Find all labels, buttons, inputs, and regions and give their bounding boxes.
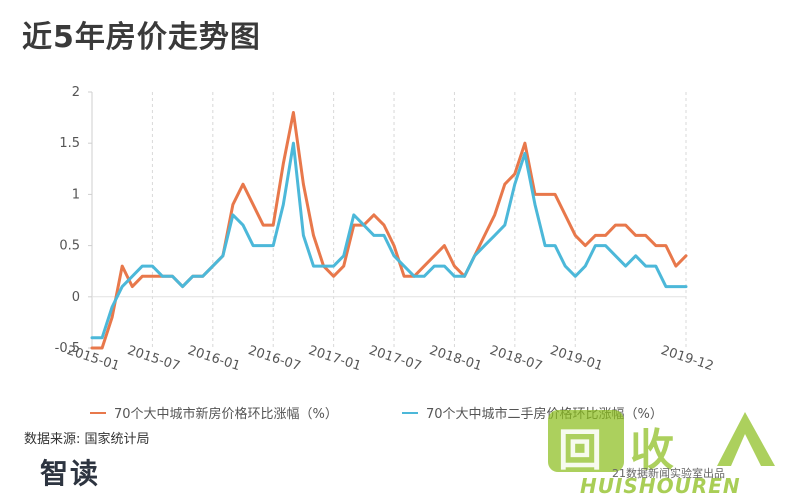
- legend-label-second-hand: 70个大中城市二手房价格环比涨幅（%）: [426, 407, 663, 422]
- legend-swatch-second-hand: [402, 411, 418, 414]
- x-tick-label: 2017-01: [307, 343, 363, 374]
- watermark-cn-1: 回: [558, 425, 602, 476]
- legend-item-new-house: 70个大中城市新房价格环比涨幅（%）: [90, 403, 338, 422]
- chart-title: 近5年房价走势图: [22, 20, 261, 55]
- watermark-peak-icon: [717, 412, 775, 466]
- x-tick-label: 2015-07: [125, 343, 181, 374]
- line-chart: -0.5 0 0.5 1 1.5 2 2015-01 2015-07 2016-01 2016-…: [55, 85, 716, 374]
- x-axis-ticks: 2015-01 2015-07 2016-01 2016-07 2017-01 2017-…: [65, 343, 715, 374]
- watermark-cn-2: 收: [630, 425, 674, 476]
- y-axis-ticks: -0.5 0 0.5 1 1.5 2: [55, 85, 92, 356]
- data-source: 数据来源: 国家统计局: [24, 432, 150, 447]
- x-tick-label: 2017-07: [367, 343, 423, 374]
- y-tick-label: 0: [72, 290, 80, 305]
- series-line-0: [90, 111, 688, 350]
- y-tick-label: -0.5: [55, 341, 80, 356]
- chart-axes: [91, 92, 686, 348]
- y-tick-label: 1.5: [59, 136, 80, 151]
- x-tick-label: 2016-01: [186, 343, 242, 374]
- legend-swatch-new-house: [90, 411, 106, 414]
- y-tick-label: 1: [72, 187, 80, 202]
- brand-logo: 智读: [40, 457, 101, 490]
- watermark-en: HUISHOUREN: [580, 474, 741, 498]
- y-tick-label: 2: [72, 85, 80, 100]
- x-tick-label: 2019-01: [548, 343, 604, 374]
- credit-text: 21数据新闻实验室出品: [612, 467, 725, 480]
- y-tick-label: 0.5: [59, 239, 80, 254]
- watermark-box: [548, 410, 624, 472]
- x-tick-label: 2016-07: [246, 343, 302, 374]
- series-line-1: [90, 141, 688, 340]
- legend-label-new-house: 70个大中城市新房价格环比涨幅（%）: [114, 407, 338, 422]
- chart-grid: [91, 92, 687, 348]
- x-tick-label: 2019-12: [659, 343, 715, 374]
- x-tick-label: 2018-07: [488, 343, 544, 374]
- chart-series: [90, 111, 688, 350]
- x-tick-label: 2018-01: [427, 343, 483, 374]
